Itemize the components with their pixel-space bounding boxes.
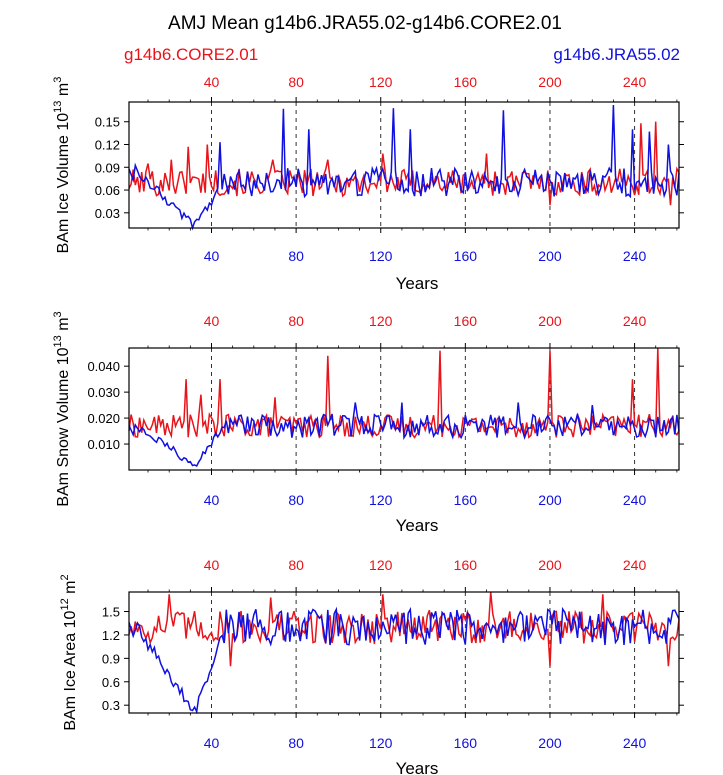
y-tick-label: 0.030 xyxy=(87,385,120,400)
bottom-tick-label: 120 xyxy=(369,735,393,751)
top-tick-label: 240 xyxy=(623,313,647,329)
y-tick-label: 0.09 xyxy=(95,160,120,175)
y-tick-label: 1.2 xyxy=(102,628,120,643)
y-axis-label: BAm Ice Volume 1013 m3 xyxy=(52,77,72,254)
y-axis-label: BAm Ice Area 1012 m2 xyxy=(59,574,79,730)
top-tick-label: 160 xyxy=(454,557,478,573)
bottom-tick-label: 40 xyxy=(204,735,220,751)
chart-title: AMJ Mean g14b6.JRA55.02-g14b6.CORE2.01 xyxy=(168,13,562,34)
y-tick-label: 0.12 xyxy=(95,138,120,153)
y-tick-label: 0.020 xyxy=(87,411,120,426)
plot-frame xyxy=(128,101,680,229)
bottom-tick-label: 240 xyxy=(623,248,647,264)
bottom-tick-label: 240 xyxy=(623,492,647,508)
panel-2: 40 40 80 80 120 120 160 160 200 200 240 240 0.040 0.0… xyxy=(52,311,684,535)
y-tick-label: 0.3 xyxy=(102,698,120,713)
bottom-tick-label: 40 xyxy=(204,248,220,264)
y-tick-label: 0.040 xyxy=(87,359,120,374)
top-tick-label: 200 xyxy=(538,557,562,573)
bottom-tick-label: 160 xyxy=(454,248,478,264)
legend-red-label: g14b6.CORE2.01 xyxy=(124,45,258,64)
top-tick-label: 160 xyxy=(454,313,478,329)
series-line-red xyxy=(128,591,680,667)
y-tick-label: 0.010 xyxy=(87,437,120,452)
legend-blue-label: g14b6.JRA55.02 xyxy=(553,45,680,64)
bottom-tick-label: 80 xyxy=(288,492,304,508)
x-axis-label: Years xyxy=(396,759,439,775)
series-line-red xyxy=(128,347,680,439)
panels: 40 40 80 80 120 120 160 160 200 200 240 240 0.15 0.12… xyxy=(52,74,684,775)
bottom-tick-label: 240 xyxy=(623,735,647,751)
top-tick-label: 80 xyxy=(288,313,304,329)
x-axis-label: Years xyxy=(396,516,439,535)
bottom-tick-label: 200 xyxy=(538,492,562,508)
top-tick-label: 240 xyxy=(623,557,647,573)
top-tick-label: 120 xyxy=(369,557,393,573)
x-axis-label: Years xyxy=(396,274,439,293)
y-tick-label: 0.6 xyxy=(102,675,120,690)
bottom-tick-label: 80 xyxy=(288,248,304,264)
top-tick-label: 40 xyxy=(204,74,220,90)
bottom-tick-label: 40 xyxy=(204,492,220,508)
panel-3: 40 40 80 80 120 120 160 160 200 200 240 240 1.5 1.2 0.… xyxy=(59,557,684,775)
bottom-tick-label: 160 xyxy=(454,492,478,508)
series-line-blue xyxy=(128,606,680,715)
plot-frame xyxy=(128,347,680,471)
top-tick-label: 80 xyxy=(288,557,304,573)
top-tick-label: 200 xyxy=(538,313,562,329)
top-tick-label: 120 xyxy=(369,74,393,90)
panel-1: 40 40 80 80 120 120 160 160 200 200 240 240 0.15 0.12… xyxy=(52,74,684,293)
top-tick-label: 40 xyxy=(204,313,220,329)
bottom-tick-label: 80 xyxy=(288,735,304,751)
top-tick-label: 40 xyxy=(204,557,220,573)
bottom-tick-label: 160 xyxy=(454,735,478,751)
plot-frame xyxy=(128,591,680,714)
y-axis-label: BAm Snow Volume 1013 m3 xyxy=(52,311,72,506)
top-tick-label: 160 xyxy=(454,74,478,90)
bottom-tick-label: 200 xyxy=(538,735,562,751)
series-line-blue xyxy=(128,104,680,231)
series-line-red xyxy=(128,121,680,206)
top-tick-label: 240 xyxy=(623,74,647,90)
bottom-tick-label: 120 xyxy=(369,248,393,264)
top-tick-label: 80 xyxy=(288,74,304,90)
bottom-tick-label: 120 xyxy=(369,492,393,508)
y-tick-label: 1.5 xyxy=(102,605,120,620)
bottom-tick-label: 200 xyxy=(538,248,562,264)
top-tick-label: 120 xyxy=(369,313,393,329)
series-line-blue xyxy=(128,402,680,468)
y-tick-label: 0.03 xyxy=(95,206,120,221)
y-tick-label: 0.06 xyxy=(95,183,120,198)
top-tick-label: 200 xyxy=(538,74,562,90)
y-tick-label: 0.9 xyxy=(102,651,120,666)
y-tick-label: 0.15 xyxy=(95,115,120,130)
